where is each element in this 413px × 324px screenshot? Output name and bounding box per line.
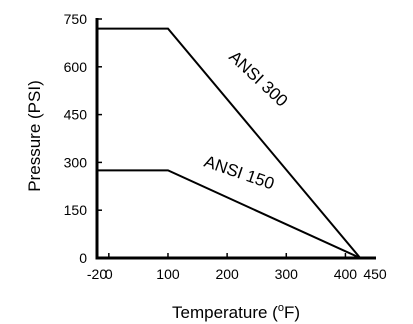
x-tick-label: 200: [215, 266, 239, 282]
x-tick-label: 400: [334, 266, 358, 282]
x-tick-label: 300: [275, 266, 299, 282]
x-tick-label: 0: [105, 266, 113, 282]
x-tick-label: 450: [363, 266, 387, 282]
x-axis-title-suffix: F): [284, 303, 300, 322]
y-tick-labels: 0 150 300 450 600 750: [64, 11, 102, 266]
series-line-ansi-150: [97, 169, 361, 259]
x-tick-labels: -200 100 200 300 400 450: [87, 253, 387, 282]
series-lines: [97, 27, 361, 259]
x-tick-label: 100: [156, 266, 180, 282]
axes: [95, 18, 376, 260]
x-tick-label: -20: [87, 266, 107, 282]
series-label-ansi-150: ANSI 150: [202, 152, 277, 194]
y-tick-label: 300: [64, 154, 88, 170]
y-axis-title: Pressure (PSI): [25, 80, 44, 191]
y-tick-label: 600: [64, 59, 88, 75]
series-line-ansi-300: [97, 27, 361, 259]
y-tick-label: 750: [64, 11, 88, 27]
series-label-ansi-300: ANSI 300: [225, 47, 291, 111]
x-axis-title-text: Temperature (: [172, 303, 278, 322]
y-tick-label: 150: [64, 202, 88, 218]
y-tick-label: 0: [79, 250, 87, 266]
y-tick-label: 450: [64, 107, 88, 123]
x-axis-title: Temperature (oF): [172, 302, 300, 322]
x-axis-title-superscript: o: [278, 302, 284, 314]
